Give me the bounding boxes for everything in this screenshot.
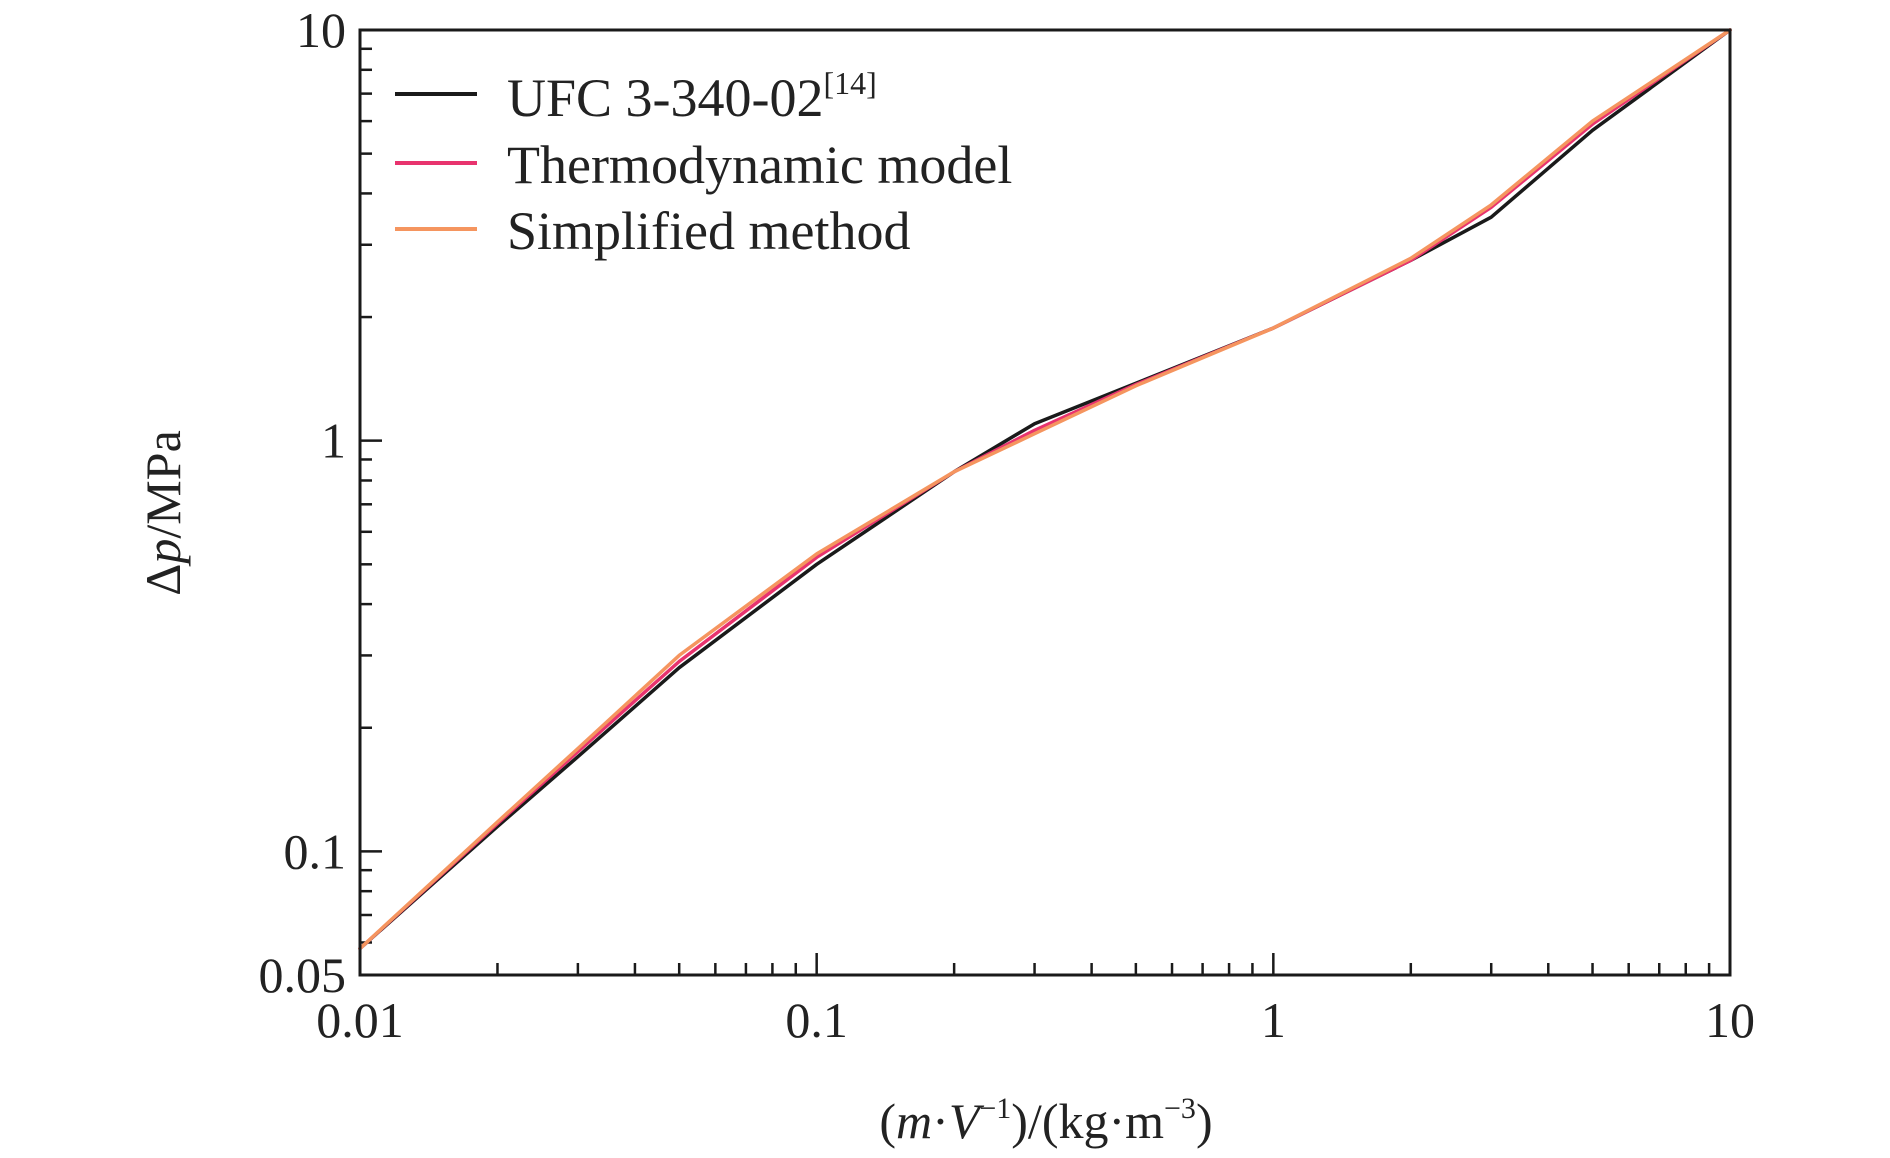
y-title-p: p <box>135 539 191 567</box>
legend-ufc-ref: [14] <box>824 65 877 101</box>
series-line-simplified-method <box>358 28 1732 951</box>
series-layer <box>358 28 1732 951</box>
y-tick-label: 0.1 <box>284 823 347 879</box>
x-title-exp1: −1 <box>979 1092 1011 1125</box>
x-tick-label: 0.01 <box>316 992 404 1048</box>
legend-label-simplified: Simplified method <box>507 201 910 261</box>
x-title-close: ) <box>1196 1093 1213 1149</box>
series-line-ufc-3-340-02 <box>358 28 1732 951</box>
ticks-layer <box>358 47 1711 977</box>
plot-area-frame <box>358 28 1732 977</box>
x-tick-label: 1 <box>1261 992 1286 1048</box>
legend-ufc-name: UFC 3-340-02 <box>507 68 824 128</box>
y-axis-title: Δp/MPa <box>135 430 191 596</box>
legend: UFC 3-340-02[14] Thermodynamic model Sim… <box>395 65 1012 261</box>
legend-label-thermodynamic: Thermodynamic model <box>507 135 1012 195</box>
x-title-dot: · <box>932 1093 949 1149</box>
x-title-m: m <box>896 1093 932 1149</box>
y-title-unit: /MPa <box>135 430 191 538</box>
y-title-delta: Δ <box>135 564 191 596</box>
y-tick-label: 0.05 <box>259 947 347 1003</box>
x-title-v: V <box>949 1093 985 1149</box>
y-tick-label: 1 <box>321 413 346 469</box>
y-tick-label: 10 <box>296 2 346 58</box>
x-axis-title: (m·V−1)/(kg·m−3) <box>879 1092 1212 1149</box>
tick-labels-layer: 0.01 0.1 1 10 0.05 0.1 1 10 <box>259 2 1756 1048</box>
x-title-exp2: −3 <box>1164 1092 1196 1125</box>
x-title-open: ( <box>879 1093 896 1149</box>
x-title-mid: )/(kg·m <box>1011 1093 1164 1149</box>
series-line-thermodynamic-model <box>358 28 1732 951</box>
x-tick-label: 10 <box>1705 992 1755 1048</box>
legend-label-ufc: UFC 3-340-02[14] <box>507 65 877 128</box>
x-tick-label: 0.1 <box>785 992 848 1048</box>
